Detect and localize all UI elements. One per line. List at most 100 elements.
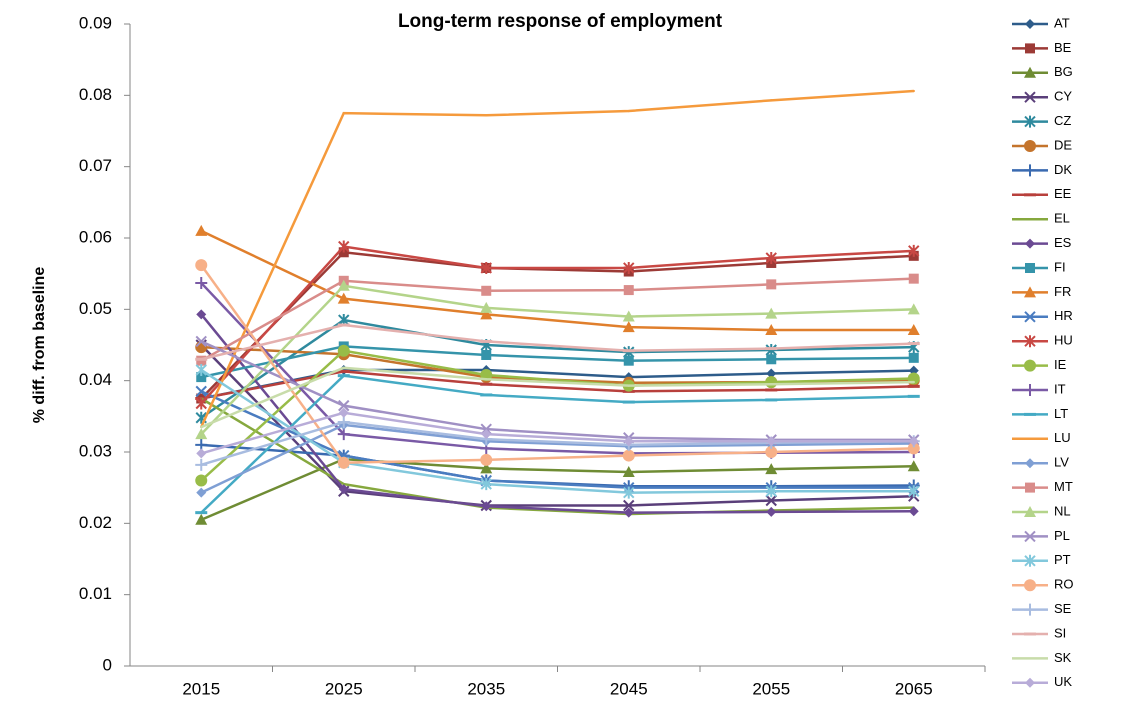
data-point [196, 309, 207, 320]
data-point [908, 273, 919, 284]
data-point [908, 506, 919, 517]
legend-marker [1024, 530, 1036, 543]
data-point [627, 384, 630, 387]
x-tick-label: 2065 [895, 679, 933, 698]
legend-marker [1025, 677, 1035, 688]
legend-marker [1024, 359, 1036, 372]
data-point [200, 425, 203, 429]
data-point [195, 224, 208, 236]
data-point [338, 407, 349, 418]
data-point [623, 436, 634, 447]
legend-label: HR [1054, 308, 1073, 323]
series-line [200, 366, 914, 429]
data-point [770, 99, 773, 102]
legend-label: LU [1054, 430, 1071, 445]
series-line [200, 368, 914, 494]
legend-marker [1024, 579, 1036, 592]
data-point [622, 310, 635, 322]
y-tick-label: 0.06 [79, 227, 112, 246]
data-point [342, 366, 345, 370]
data-point [337, 292, 350, 304]
legend-marker [1024, 286, 1036, 298]
data-point [766, 279, 777, 290]
series-line [200, 229, 914, 332]
data-point [765, 251, 777, 264]
y-tick-label: 0.08 [79, 85, 112, 104]
data-point [195, 474, 208, 487]
data-point [195, 259, 208, 272]
data-point [195, 385, 207, 398]
legend-label: EE [1054, 186, 1072, 201]
legend-label: MT [1054, 479, 1073, 494]
y-axis-title: % diff. from baseline [31, 267, 48, 424]
series-line [200, 345, 914, 379]
data-point [908, 244, 920, 257]
data-point [766, 506, 777, 517]
data-point [908, 352, 919, 363]
legend-marker [1025, 19, 1035, 29]
legend-marker [1025, 43, 1035, 54]
data-point [907, 303, 920, 315]
data-point [912, 380, 915, 384]
series-line [200, 318, 914, 419]
legend-label: BE [1054, 40, 1072, 55]
data-point [907, 460, 920, 472]
legend-marker [1024, 164, 1036, 177]
legend-label: RO [1054, 577, 1074, 592]
legend-label: SI [1054, 625, 1066, 640]
legend-label: EL [1054, 211, 1070, 226]
legend-marker [1024, 140, 1036, 152]
legend-marker [1024, 66, 1036, 78]
data-point [480, 301, 493, 313]
chart-title: Long-term response of employment [398, 11, 723, 32]
legend-label: PL [1054, 528, 1070, 543]
data-point [480, 308, 493, 320]
data-point [195, 363, 207, 376]
series-line [200, 284, 914, 436]
legend-marker [1024, 506, 1036, 517]
data-point [623, 507, 634, 518]
series-line [200, 344, 914, 507]
legend-label: CZ [1054, 113, 1071, 128]
y-tick-label: 0.02 [79, 513, 112, 532]
data-point [338, 484, 349, 495]
legend-marker [1024, 603, 1036, 616]
data-point [337, 456, 350, 469]
data-point [766, 436, 777, 447]
legend-label: SE [1054, 601, 1072, 616]
data-point [195, 428, 208, 440]
data-point [196, 487, 207, 498]
data-point [481, 349, 492, 360]
data-point [480, 453, 493, 466]
data-point [765, 446, 778, 458]
x-tick-label: 2055 [752, 679, 790, 698]
data-point [485, 378, 488, 381]
data-point [485, 114, 488, 117]
data-point [766, 368, 777, 379]
data-point [623, 285, 634, 296]
x-tick-label: 2035 [467, 679, 505, 698]
data-point [342, 111, 345, 115]
series-line [200, 245, 914, 405]
x-tick-label: 2025 [325, 679, 363, 698]
legend-marker [1024, 335, 1036, 348]
legend-marker [1024, 115, 1036, 128]
legend-label: FR [1054, 284, 1071, 299]
data-point [627, 109, 630, 113]
data-point [908, 485, 920, 498]
data-point [765, 376, 778, 389]
data-point [770, 383, 773, 386]
series-line [201, 370, 914, 400]
series-line [200, 390, 914, 489]
data-point [195, 458, 208, 471]
data-point [195, 397, 207, 410]
data-point [623, 499, 635, 512]
legend-label: DK [1054, 162, 1072, 177]
data-point [480, 462, 493, 474]
data-point [765, 485, 777, 498]
legend-marker [1024, 91, 1036, 103]
legend-marker [1024, 554, 1036, 567]
legend-marker [1025, 263, 1035, 273]
legend-marker [1025, 238, 1035, 249]
